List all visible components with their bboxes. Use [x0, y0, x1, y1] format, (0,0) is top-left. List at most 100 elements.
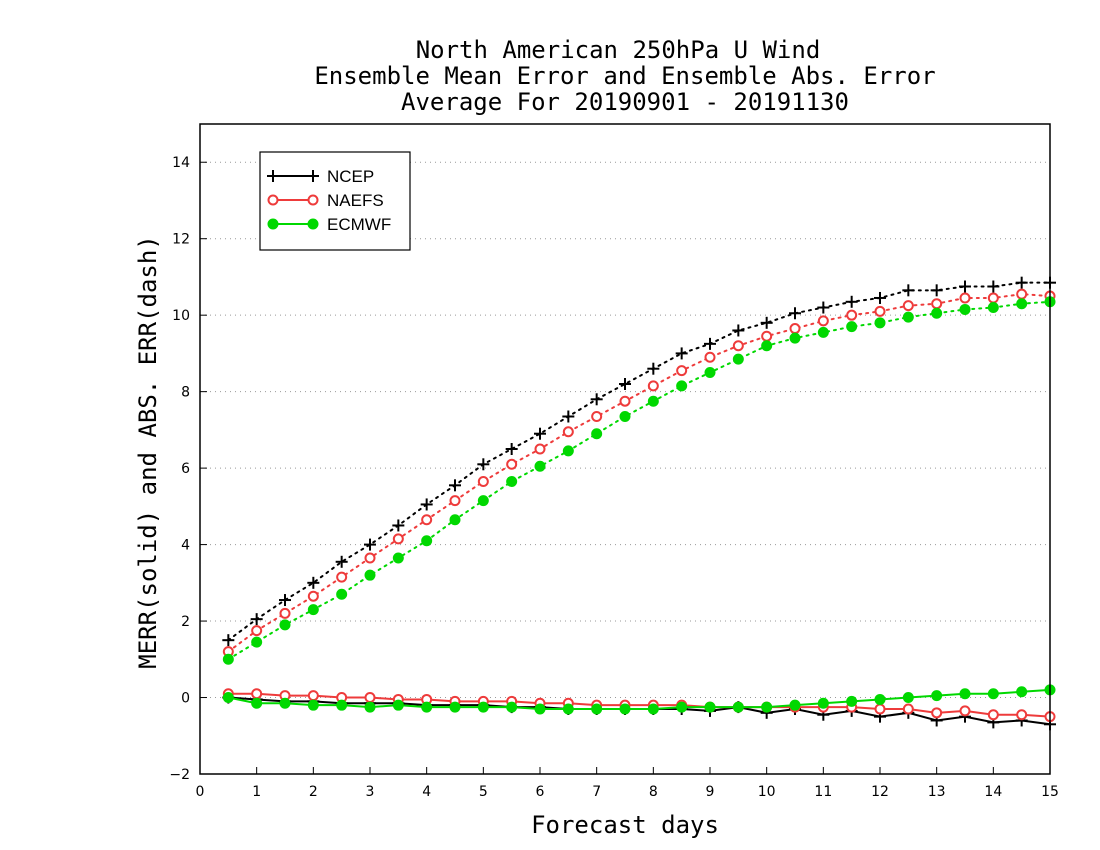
x-tick-label: 0 — [196, 784, 205, 800]
ecmwf-mean-err-point — [931, 690, 943, 702]
ecmwf-mean-err-point — [959, 688, 971, 700]
ecmwf-abs-err-point — [1016, 298, 1028, 310]
y-tick-label: 0 — [181, 691, 190, 707]
legend-marker — [307, 218, 319, 230]
ecmwf-abs-err-point — [392, 552, 404, 564]
x-tick-label: 2 — [309, 784, 318, 800]
y-tick-label: 2 — [181, 614, 190, 630]
ncep-abs-err-point — [817, 301, 830, 314]
naefs-abs-err-point — [279, 607, 291, 619]
x-tick-label: 13 — [928, 784, 946, 800]
ecmwf-abs-err-point — [336, 588, 348, 600]
ecmwf-mean-err-point — [307, 699, 319, 711]
ecmwf-mean-err-point — [732, 701, 744, 713]
ecmwf-abs-err-point — [902, 311, 914, 323]
ncep-abs-err-point — [675, 347, 688, 360]
naefs-abs-err-point — [874, 305, 886, 317]
ecmwf-mean-err-point — [704, 701, 716, 713]
y-tick-label: 6 — [181, 461, 190, 477]
naefs-mean-err-point — [1016, 709, 1028, 721]
series-ecmwf — [222, 296, 1056, 715]
ecmwf-abs-err-point — [959, 303, 971, 315]
ecmwf-mean-err-point — [846, 695, 858, 707]
ecmwf-mean-err-point — [534, 703, 546, 715]
ecmwf-mean-err-point — [874, 693, 886, 705]
naefs-mean-err-point — [931, 707, 943, 719]
naefs-abs-err-point — [846, 309, 858, 321]
ncep-abs-err-point — [279, 594, 291, 607]
legend-label: NAEFS — [327, 191, 384, 210]
ncep-abs-err-point — [392, 519, 405, 532]
ecmwf-mean-err-point — [987, 688, 999, 700]
ecmwf-mean-err-point — [279, 697, 291, 709]
legend-item-ecmwf: ECMWF — [267, 215, 391, 234]
ecmwf-abs-err-point — [449, 514, 461, 526]
ncep-abs-err-point — [619, 378, 631, 390]
ncep-abs-err-point — [760, 316, 773, 329]
naefs-abs-err-point — [1016, 288, 1028, 300]
legend-marker — [307, 170, 319, 182]
x-tick-label: 3 — [366, 784, 375, 800]
ecmwf-abs-err-point — [676, 380, 688, 392]
naefs-abs-err-point — [534, 443, 546, 455]
naefs-abs-err-line — [227, 293, 1051, 653]
y-tick-label: 12 — [172, 232, 190, 248]
naefs-mean-err-point — [959, 705, 971, 717]
ecmwf-mean-err-point — [251, 697, 263, 709]
ecmwf-mean-err-point — [902, 692, 914, 704]
x-tick-label: 14 — [984, 784, 1002, 800]
naefs-mean-err-point — [364, 692, 376, 704]
naefs-abs-err-point — [591, 411, 603, 422]
ncep-abs-err-point — [222, 634, 235, 647]
ncep-abs-err-point — [420, 498, 433, 511]
ecmwf-abs-err-point — [987, 302, 999, 314]
y-tick-label: −2 — [169, 767, 190, 783]
ncep-abs-err-point — [250, 613, 263, 626]
ecmwf-abs-err-point — [591, 428, 603, 440]
legend-label: NCEP — [327, 167, 374, 186]
ecmwf-mean-err-point — [449, 701, 461, 713]
chart-title: North American 250hPa U Wind Ensemble Me… — [314, 36, 935, 116]
ncep-abs-err-point — [590, 393, 603, 406]
ncep-abs-err-point — [789, 307, 801, 320]
title-line-3: Average For 20190901 - 20191130 — [401, 88, 849, 116]
naefs-abs-err-point — [704, 351, 716, 363]
naefs-abs-err-point — [676, 365, 688, 377]
legend-marker — [307, 194, 319, 206]
ecmwf-abs-err-point — [874, 317, 886, 329]
ecmwf-abs-err-point — [222, 653, 234, 665]
ecmwf-abs-err-point — [931, 307, 943, 319]
ecmwf-mean-err-point — [591, 703, 603, 715]
ecmwf-abs-err-point — [562, 445, 574, 457]
naefs-abs-err-point — [336, 571, 348, 583]
x-tick-label: 5 — [479, 784, 488, 800]
ncep-abs-err-point — [902, 284, 915, 297]
ncep-abs-err-point — [930, 284, 943, 297]
x-tick-label: 8 — [649, 784, 658, 800]
ncep-abs-err-point — [364, 538, 376, 551]
ecmwf-mean-err-point — [562, 703, 574, 715]
naefs-abs-err-point — [421, 514, 433, 526]
naefs-abs-err-point — [931, 298, 943, 310]
ncep-abs-err-point — [505, 443, 518, 455]
naefs-abs-err-point — [789, 323, 801, 335]
plot-frame — [199, 123, 1051, 775]
ecmwf-abs-err-point — [732, 353, 744, 365]
legend-item-naefs: NAEFS — [267, 191, 384, 210]
ecmwf-mean-err-point — [789, 699, 801, 711]
ecmwf-abs-err-point — [421, 535, 433, 547]
ecmwf-abs-err-point — [506, 476, 518, 487]
ncep-abs-err-point — [449, 479, 461, 492]
ecmwf-abs-err-point — [307, 604, 319, 616]
ncep-abs-err-point — [534, 427, 546, 440]
y-tick-label: 14 — [172, 155, 190, 171]
x-tick-label: 11 — [814, 784, 832, 800]
naefs-abs-err-point — [987, 292, 999, 304]
legend-marker — [267, 194, 279, 206]
ncep-abs-err-point — [647, 362, 660, 375]
title-line-2: Ensemble Mean Error and Ensemble Abs. Er… — [314, 62, 935, 90]
ecmwf-mean-err-point — [364, 701, 376, 713]
ncep-abs-err-point — [732, 324, 745, 337]
ecmwf-abs-err-point — [534, 460, 546, 472]
ncep-abs-err-point — [845, 295, 858, 308]
